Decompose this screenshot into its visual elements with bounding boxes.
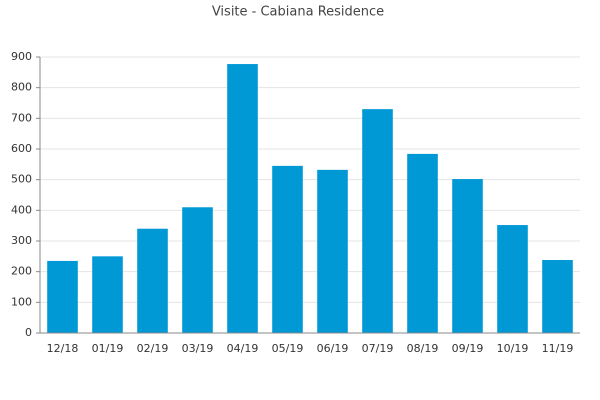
x-tick-label: 09/19 <box>452 342 484 355</box>
x-tick-label: 11/19 <box>542 342 574 355</box>
bar <box>452 179 483 333</box>
x-tick-label: 06/19 <box>317 342 349 355</box>
x-tick-label: 12/18 <box>47 342 79 355</box>
y-tick-label: 500 <box>11 173 32 186</box>
bar <box>497 225 528 333</box>
bar <box>542 260 573 333</box>
bar <box>362 109 393 333</box>
x-tick-label: 07/19 <box>362 342 394 355</box>
x-tick-label: 08/19 <box>407 342 439 355</box>
y-tick-label: 100 <box>11 295 32 308</box>
bar <box>137 228 168 333</box>
y-tick-label: 900 <box>11 50 32 63</box>
x-tick-label: 04/19 <box>227 342 259 355</box>
bar <box>227 64 258 333</box>
chart-title: Visite - Cabiana Residence <box>212 5 384 20</box>
x-tick-label: 02/19 <box>137 342 169 355</box>
y-tick-label: 200 <box>11 265 32 278</box>
x-tick-label: 05/19 <box>272 342 304 355</box>
x-tick-label: 10/19 <box>497 342 529 355</box>
x-tick-label: 03/19 <box>182 342 214 355</box>
y-tick-label: 0 <box>25 326 32 339</box>
bar <box>47 260 78 333</box>
bar <box>317 169 348 333</box>
y-tick-label: 800 <box>11 81 32 94</box>
x-tick-label: 01/19 <box>92 342 124 355</box>
y-tick-label: 700 <box>11 111 32 124</box>
bar <box>92 256 123 333</box>
bar <box>407 153 438 333</box>
bar <box>272 165 303 333</box>
bar <box>182 207 213 333</box>
y-tick-label: 300 <box>11 234 32 247</box>
y-tick-label: 400 <box>11 203 32 216</box>
y-tick-label: 600 <box>11 142 32 155</box>
